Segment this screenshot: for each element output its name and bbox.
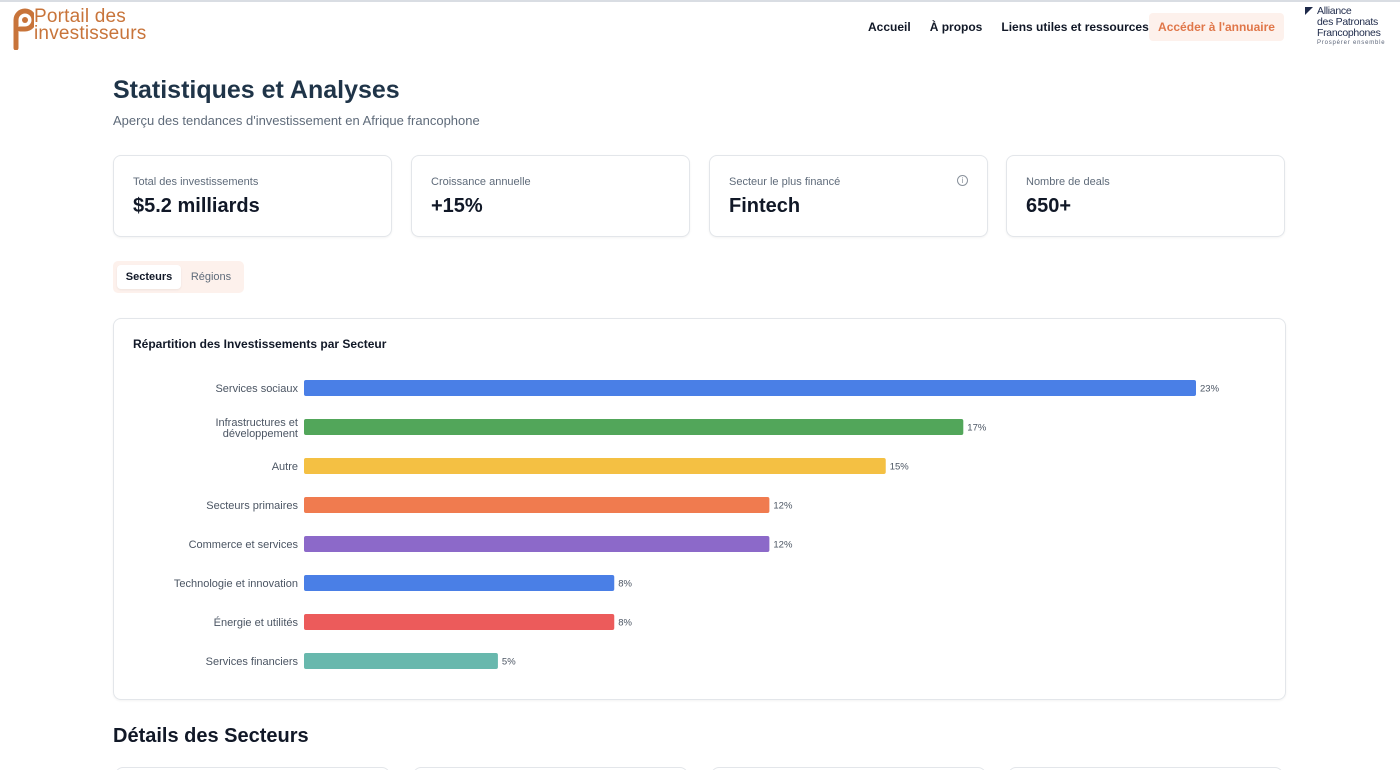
stat-value: 650+ [1026, 195, 1072, 217]
portal-logo[interactable]: Portail des investisseurs [10, 6, 150, 50]
sector-bar-chart: Services sociaux 23% Infrastructures et dév… [174, 380, 1220, 669]
view-tabs: Secteurs Régions [113, 261, 244, 293]
bar-category-label: Autre [272, 461, 298, 473]
chart-title: Répartition des Investissements par Sect… [133, 337, 387, 351]
stat-label: Secteur le plus financé [729, 176, 841, 188]
page-subtitle: Aperçu des tendances d'investissement en… [113, 113, 480, 128]
stat-label: Nombre de deals [1026, 176, 1110, 188]
partner-line-3: Francophones [1317, 27, 1381, 39]
bar [304, 497, 770, 513]
bar-value-label: 8% [618, 618, 632, 629]
stat-card-deals: Nombre de deals 650+ [1006, 155, 1285, 237]
bar [304, 536, 770, 552]
bar [304, 614, 615, 630]
bar [304, 653, 498, 669]
partner-tagline: Prospérer ensemble [1317, 40, 1386, 46]
bar-category-label: Services financiers [206, 656, 299, 668]
bar-category-label: Infrastructures et développement [215, 417, 298, 440]
bar-value-label: 8% [618, 579, 632, 590]
bar [304, 575, 615, 591]
bar-value-label: 15% [890, 462, 910, 473]
logo-line-2: investisseurs [34, 23, 147, 44]
stat-card-growth: Croissance annuelle +15% [411, 155, 690, 237]
partner-line-1: Alliance [1317, 5, 1352, 17]
stat-value: $5.2 milliards [133, 195, 260, 217]
stat-label: Croissance annuelle [431, 176, 531, 188]
bar-category-label: Commerce et services [189, 539, 299, 551]
page-title: Statistiques et Analyses [113, 76, 400, 104]
partner-logo[interactable]: Alliance des Patronats Francophones Pros… [1305, 6, 1395, 50]
info-icon[interactable]: i [957, 175, 968, 186]
bar-category-label: Technologie et innovation [174, 578, 298, 590]
logo-p-icon [13, 8, 34, 50]
nav-accueil[interactable]: Accueil [868, 20, 911, 34]
window-top-border [0, 0, 1400, 2]
bar-category-label: Secteurs primaires [206, 500, 298, 512]
bar-category-label: Services sociaux [215, 383, 298, 395]
bar [304, 380, 1196, 396]
stat-card-total: Total des investissements $5.2 milliards [113, 155, 392, 237]
bar-value-label: 5% [502, 657, 516, 668]
bar [304, 419, 964, 435]
nav-a-propos[interactable]: À propos [929, 20, 983, 34]
bar-value-label: 17% [967, 423, 987, 434]
site-header: Portail des investisseurs Accueil À prop… [0, 2, 1400, 52]
stat-card-top-sector: Secteur le plus financé Fintech i [709, 155, 988, 237]
main-nav: Accueil À propos Liens utiles et ressour… [868, 20, 1168, 34]
bar-category-label: Énergie et utilités [214, 616, 299, 629]
stat-value: Fintech [729, 195, 801, 217]
tab-secteurs[interactable]: Secteurs [117, 265, 181, 289]
bar-value-label: 23% [1200, 384, 1220, 395]
partner-triangle-icon [1305, 7, 1313, 15]
logo-text: Portail des investisseurs [34, 6, 147, 44]
bar-value-label: 12% [773, 501, 793, 512]
sector-chart-card: Services sociaux 23% Infrastructures et dév… [113, 318, 1286, 700]
stat-value: +15% [431, 195, 483, 217]
logo-line-1: Portail des [34, 6, 126, 27]
tab-regions[interactable]: Régions [190, 271, 232, 283]
partner-line-2: des Patronats [1317, 16, 1378, 28]
details-title: Détails des Secteurs [113, 725, 309, 747]
bar [304, 458, 886, 474]
nav-liens-utiles[interactable]: Liens utiles et ressources [1001, 20, 1149, 34]
bar-value-label: 12% [773, 540, 793, 551]
directory-button[interactable]: Accéder à l'annuaire [1149, 13, 1284, 41]
stat-label: Total des investissements [133, 176, 259, 188]
